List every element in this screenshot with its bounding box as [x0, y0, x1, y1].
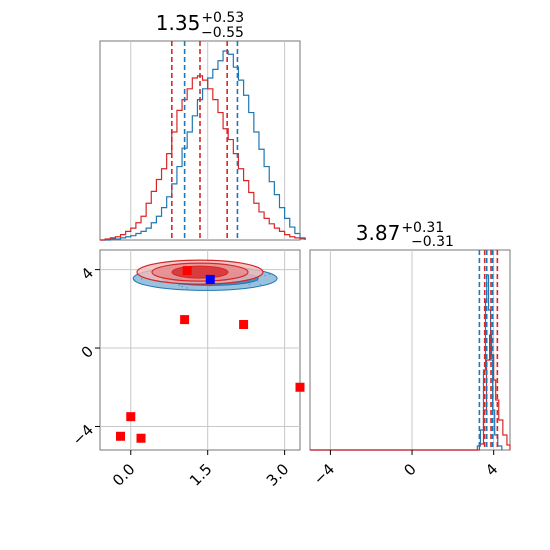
y-tick-label: 0	[78, 342, 97, 361]
red-contour-inner	[171, 265, 229, 279]
panel-bottom-left: 0.0 1.5 3.0 4 0 −4	[69, 249, 305, 490]
sample-point	[264, 274, 266, 277]
panel-frame	[309, 249, 511, 451]
title-value: 3.87	[356, 221, 401, 245]
markers	[116, 266, 305, 443]
histogram-step	[100, 75, 306, 241]
x-tick-label: 3.0	[263, 460, 293, 490]
y-tick-label: −4	[69, 421, 97, 449]
red-square-marker	[295, 382, 305, 392]
panel-bottom-right: −4 0 4 3.87+0.31 −0.31	[309, 220, 511, 488]
x-tick-labels: 0.0 1.5 3.0	[109, 450, 292, 490]
sample-point	[268, 273, 271, 275]
histogram-series	[100, 50, 306, 241]
title-upper: +0.31	[401, 220, 444, 236]
panel-title-1: 1.35+0.53	[156, 10, 244, 35]
blue-square-marker	[205, 274, 215, 284]
sample-point	[256, 280, 259, 282]
grid	[130, 41, 286, 240]
red-square-marker	[126, 412, 136, 422]
red-square-marker	[136, 433, 146, 443]
red-square-marker	[116, 431, 126, 441]
panel-title-2: 3.87+0.31	[356, 220, 444, 245]
x-tick-label: −4	[310, 460, 338, 488]
y-tick-labels: 4 0 −4	[69, 264, 100, 449]
grid	[329, 250, 495, 450]
density-contours	[132, 259, 278, 291]
sample-point	[248, 283, 251, 286]
sample-point	[186, 287, 188, 289]
panel-top-left: 1.35+0.53 −0.55	[99, 10, 306, 241]
quantile-lines	[478, 250, 499, 450]
x-tick-labels: −4 0 4	[310, 450, 502, 488]
x-tick-label: 0.0	[109, 460, 139, 490]
quantile-lines	[170, 41, 239, 240]
sample-point	[181, 285, 183, 288]
x-tick-label: 0	[400, 460, 419, 479]
x-tick-label: 4	[482, 460, 501, 479]
y-tick-label: 4	[78, 264, 97, 283]
sample-point	[140, 278, 143, 280]
x-tick-label: 1.5	[186, 460, 216, 490]
red-square-marker	[180, 315, 190, 325]
title-lower: −0.55	[201, 25, 244, 41]
red-square-marker	[182, 266, 192, 276]
red-square-marker	[239, 320, 249, 330]
sample-point	[178, 284, 180, 286]
title-upper: +0.53	[201, 10, 244, 26]
title-value: 1.35	[156, 11, 201, 35]
sample-point	[259, 283, 262, 286]
title-lower: −0.31	[411, 234, 454, 250]
